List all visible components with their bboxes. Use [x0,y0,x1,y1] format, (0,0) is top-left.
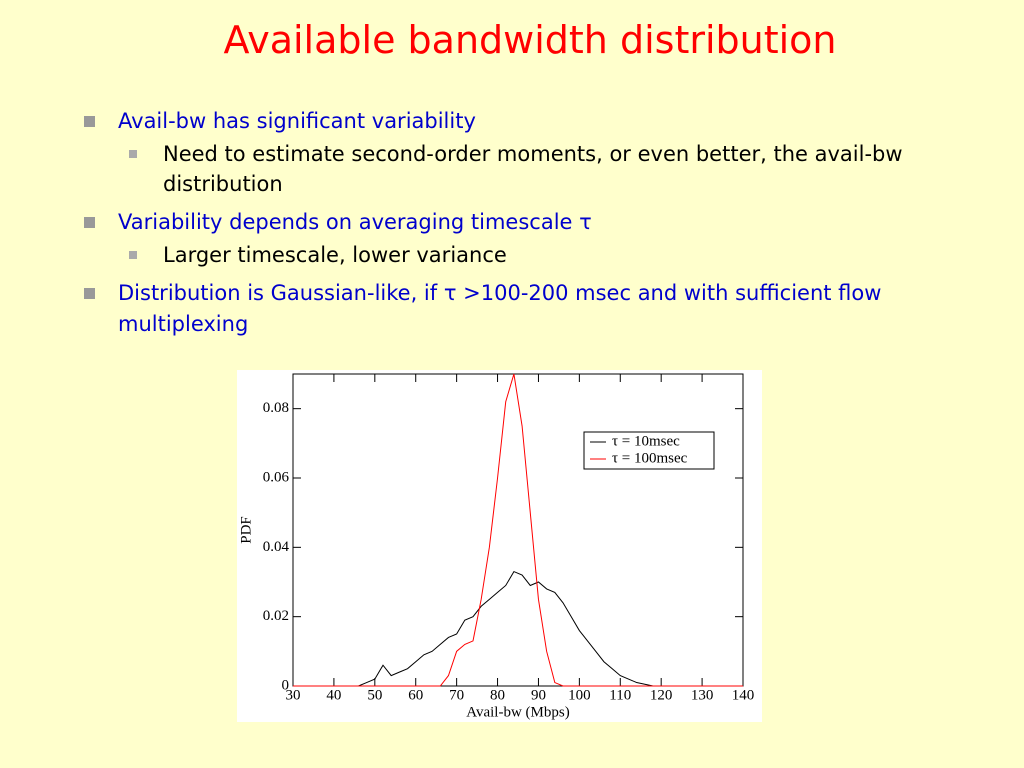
bullet: Avail-bw has significant variability [84,106,904,137]
x-axis-label: Avail-bw (Mbps) [466,704,569,720]
x-tick-label: 50 [367,687,382,703]
plot-frame [292,373,744,687]
x-tick-label: 140 [732,687,755,703]
y-tick-label: 0.04 [263,539,290,555]
y-tick-label: 0.02 [263,608,289,624]
x-tick-label: 110 [609,687,631,703]
legend-label: τ = 10msec [612,433,680,449]
slide-title: Available bandwidth distribution [223,18,837,62]
y-tick-label: 0 [282,677,290,693]
bullet: Distribution is Gaussian-like, if τ >100… [84,278,904,340]
y-tick-label: 0.08 [263,400,289,416]
series-line [293,373,743,687]
bullet-list: Avail-bw has significant variability Need… [84,98,904,340]
x-tick-label: 130 [691,687,714,703]
y-axis-label: PDF [238,516,254,544]
legend-label: τ = 100msec [612,450,688,466]
x-tick-label: 100 [568,687,591,703]
y-tick-label: 0.06 [263,469,290,485]
x-tick-label: 70 [449,687,464,703]
x-tick-label: 40 [326,687,341,703]
x-tick-label: 120 [650,687,673,703]
series-line [293,570,743,687]
x-tick-label: 30 [286,687,301,703]
x-tick-label: 60 [408,687,423,703]
chart: 30 40 50 60 70 80 90 100 110 120 130 140 0 0.02 0.04 0.… [237,370,762,722]
x-tick-label: 80 [490,687,505,703]
bullet: Variability depends on averaging timesca… [84,207,904,238]
sub-bullet: Larger timescale, lower variance [129,240,903,270]
sub-bullet: Need to estimate second-order moments, o… [129,139,903,199]
x-tick-label: 90 [531,687,546,703]
legend-box [583,431,715,470]
